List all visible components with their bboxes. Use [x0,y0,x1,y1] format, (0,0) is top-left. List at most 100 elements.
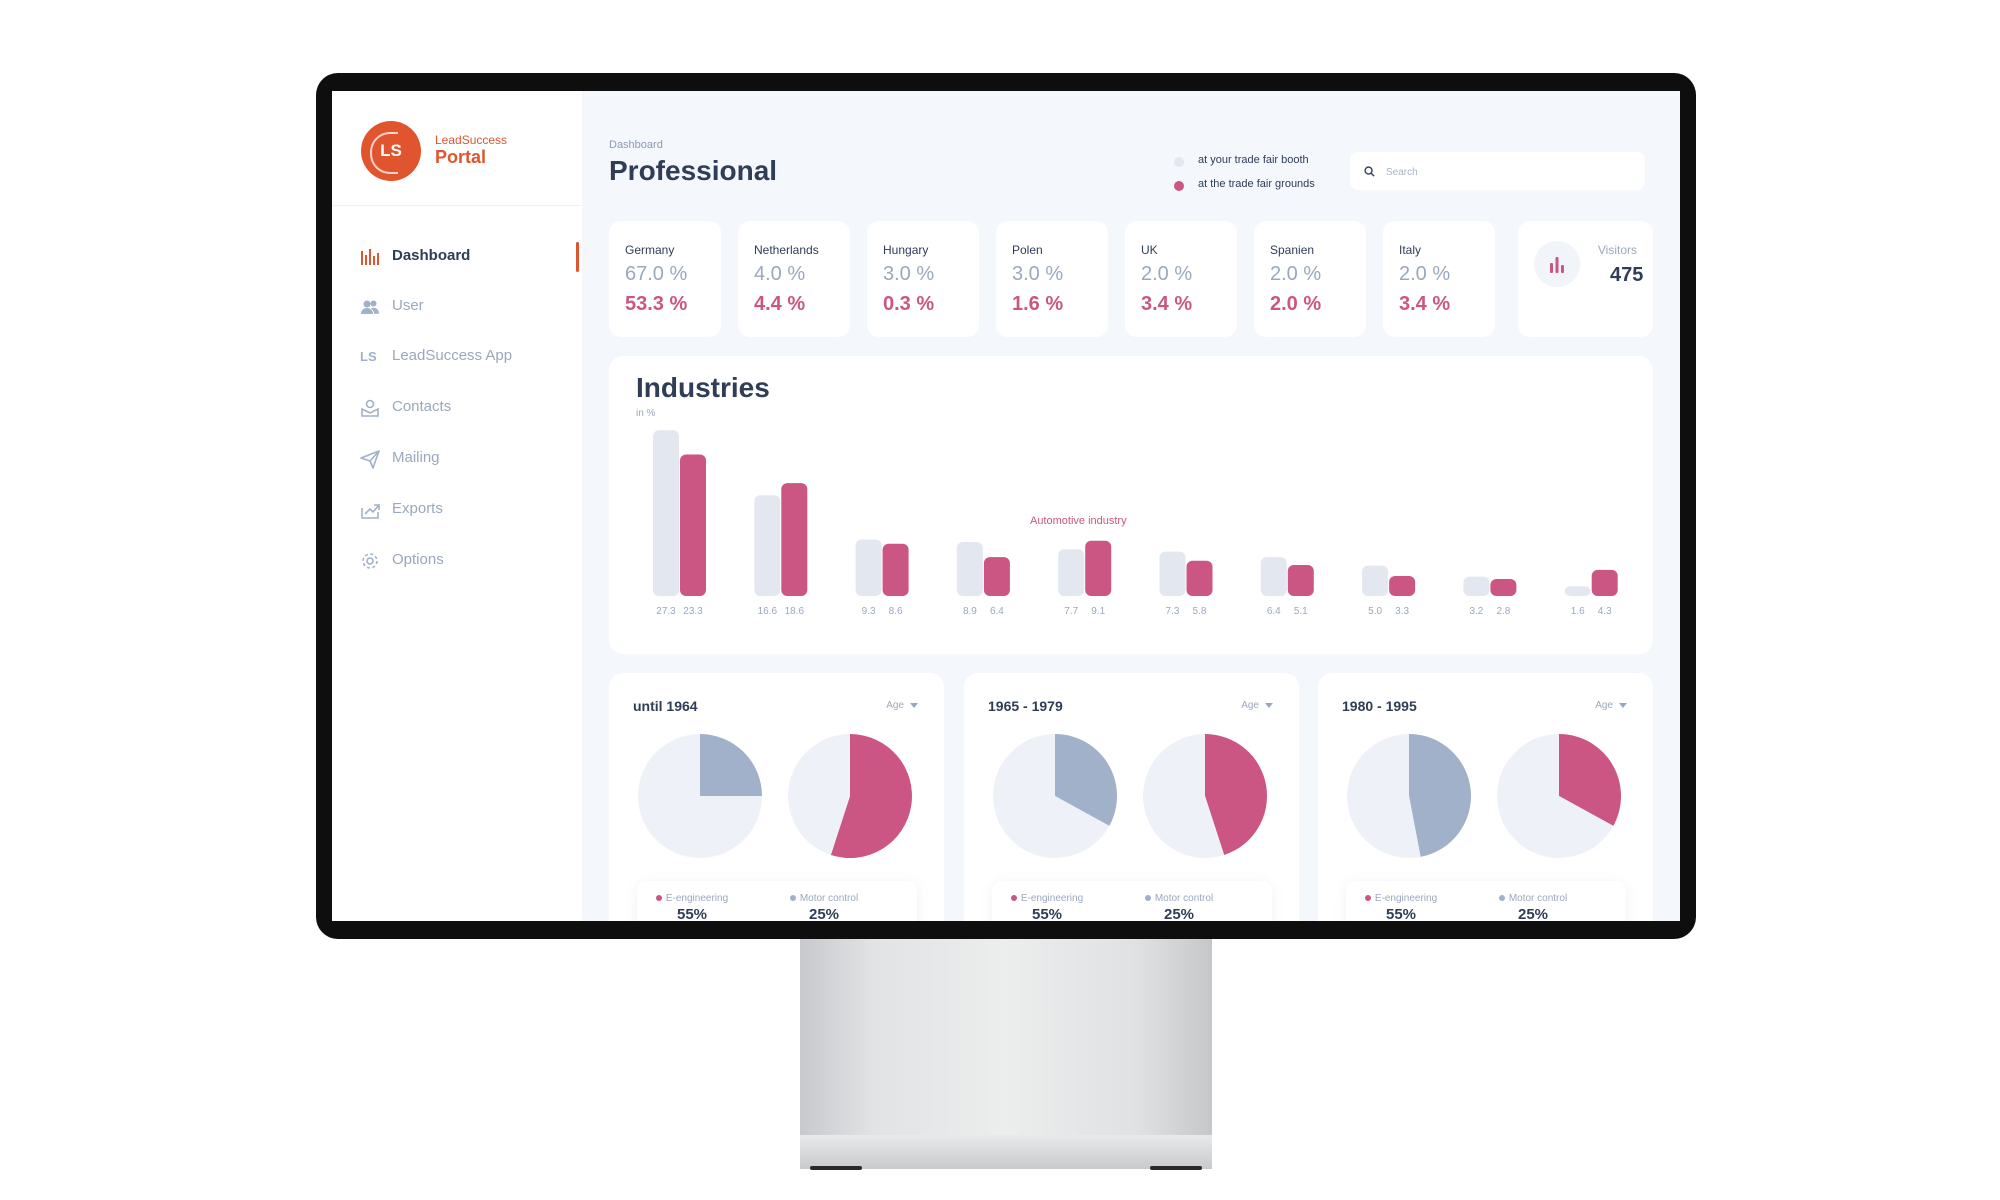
country-card[interactable]: Hungary 3.0 % 0.3 % [867,221,979,337]
country-grounds-value: 53.3 % [625,293,688,315]
age-panel: 1965 - 1979 Age E-engineering 55% Motor … [964,673,1299,921]
pie-slice [1143,734,1225,858]
country-name: UK [1141,243,1158,257]
bar-value-label: 8.9 [963,606,977,617]
country-card[interactable]: UK 2.0 % 3.4 % [1125,221,1237,337]
industry-bar [1287,565,1314,596]
chevron-down-icon [910,702,918,708]
sidebar-item-exports[interactable]: Exports [360,494,570,524]
search-input[interactable] [1384,160,1638,184]
pie-chart [1496,734,1621,858]
industries-panel: 27.3 23.3 16.6 18.6 9.3 8.6 8.9 6.4 7.7 9.1 7.3 5.8… [609,356,1653,654]
bar-value-label: 27.3 [656,606,676,617]
sidebar-item-dashboard[interactable]: Dashboard [360,241,570,271]
industries-title: Industries [636,372,770,403]
country-booth-value: 3.0 % [883,263,935,285]
brand-title: Portal [435,147,487,167]
stat-motor-control: Motor control 25% [769,893,879,921]
bar-chart-icon [361,249,379,265]
send-icon [360,450,380,469]
pie-slice [1346,734,1421,858]
industry-bar [680,454,706,596]
users-icon [361,300,379,314]
country-name: Polen [1012,243,1043,257]
visitors-card[interactable]: Visitors 475 [1518,221,1653,337]
stat-motor-control: Motor control 25% [1478,893,1588,921]
industry-bar [1389,575,1416,596]
bar-value-label: 1.6 [1571,606,1585,617]
sidebar-item-label: Mailing [392,449,440,466]
country-card[interactable]: Spanien 2.0 % 2.0 % [1254,221,1366,337]
breadcrumb[interactable]: Dashboard [609,139,663,151]
legend-dot [655,895,662,902]
contacts-icon [361,399,379,417]
country-card[interactable]: Italy 2.0 % 3.4 % [1383,221,1495,337]
pie-slice [830,734,912,858]
export-icon [361,504,380,519]
search-box[interactable] [1350,152,1645,190]
screen: LS LeadSuccess Portal Dashboard User LS … [332,91,1680,921]
country-name: Netherlands [754,243,819,257]
bar-value-label: 4.3 [1598,606,1612,617]
industries-chart: 27.3 23.3 16.6 18.6 9.3 8.6 8.9 6.4 7.7 9.1 7.3 5.8… [653,430,1618,617]
age-dropdown[interactable]: Age [1595,700,1627,711]
sidebar-item-label: User [392,297,424,314]
chevron-down-icon [1619,702,1627,708]
age-stats: E-engineering 55% Motor control 25% [992,881,1272,921]
country-booth-value: 4.0 % [754,263,806,285]
bar-value-label: 9.1 [1091,606,1105,617]
sidebar-item-mailing[interactable]: Mailing [360,443,570,473]
industries-subtitle: in % [636,408,656,419]
pie-chart [1346,734,1471,858]
age-panel-title: 1980 - 1995 [1342,698,1417,714]
age-stats: E-engineering 55% Motor control 25% [637,881,917,921]
age-stats: E-engineering 55% Motor control 25% [1346,881,1626,921]
industry-bar [882,543,909,596]
country-name: Hungary [883,243,929,257]
country-name: Spanien [1270,243,1315,257]
bar-value-label: 2.8 [1496,606,1510,617]
sidebar-item-label: Options [392,551,444,568]
sidebar-item-leadsuccess-app[interactable]: LS LeadSuccess App [360,341,570,371]
search-icon [1364,166,1375,177]
industry-bar [956,541,983,596]
sidebar-item-options[interactable]: Options [360,545,570,575]
age-panel-title: until 1964 [633,698,698,714]
age-dropdown-label: Age [1595,700,1613,711]
bar-value-label: 6.4 [1267,606,1281,617]
logo-ring-decoration [370,132,398,174]
age-dropdown-label: Age [886,700,904,711]
country-grounds-value: 2.0 % [1270,293,1322,315]
age-dropdown[interactable]: Age [1241,700,1273,711]
sidebar-item-label: Dashboard [392,247,471,264]
pie-slice [700,734,762,796]
country-card[interactable]: Germany 67.0 % 53.3 % [609,221,721,337]
country-card[interactable]: Polen 3.0 % 1.6 % [996,221,1108,337]
sidebar-item-label: Exports [392,500,443,517]
industry-bar [1490,579,1517,596]
legend-label-grounds: at the trade fair grounds [1198,178,1315,190]
country-card[interactable]: Netherlands 4.0 % 4.4 % [738,221,850,337]
country-booth-value: 3.0 % [1012,263,1064,285]
legend-dot [1364,895,1371,902]
sidebar-item-contacts[interactable]: Contacts [360,392,570,422]
industry-bar [1085,540,1112,596]
age-dropdown-label: Age [1241,700,1259,711]
visitors-label: Visitors [1597,243,1637,257]
legend-dot [1010,895,1017,902]
country-booth-value: 2.0 % [1270,263,1322,285]
industry-bar [1463,576,1490,596]
sidebar-item-label: Contacts [392,398,452,415]
pie-slice [1205,734,1268,855]
bar-value-label: 16.6 [758,606,778,617]
visitors-value: 475 [1610,264,1644,286]
brand-subtitle: LeadSuccess [435,133,508,147]
sidebar-item-user[interactable]: User [360,291,570,321]
sidebar-divider [332,205,582,206]
industry-bar [1186,560,1213,596]
industry-bar [855,539,882,596]
age-panel: until 1964 Age E-engineering 55% Motor c… [609,673,944,921]
industry-bar [1260,557,1287,596]
age-dropdown[interactable]: Age [886,700,918,711]
active-indicator [576,242,579,272]
